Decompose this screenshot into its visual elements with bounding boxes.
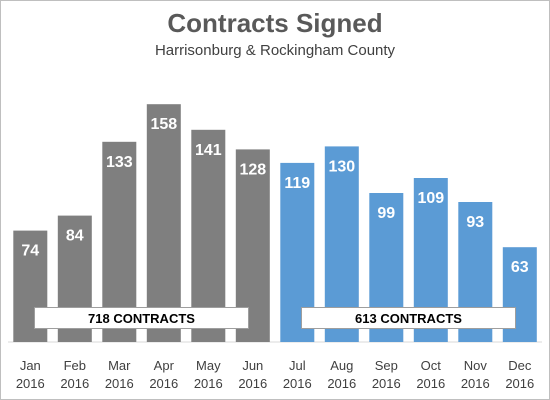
bar-apr: [146, 104, 181, 342]
x-tick-year-feb: 2016: [60, 376, 89, 391]
data-label-jul: 119: [284, 175, 310, 192]
x-tick-month-mar: Mar: [108, 358, 131, 373]
data-label-apr: 158: [150, 116, 177, 133]
x-tick-month-feb: Feb: [64, 358, 86, 373]
data-label-jun: 128: [239, 161, 266, 178]
data-label-aug: 130: [328, 158, 355, 175]
x-tick-year-mar: 2016: [105, 376, 134, 391]
data-label-may: 141: [195, 142, 222, 159]
group-label-second-half: 613 CONTRACTS: [301, 307, 516, 329]
x-tick-month-jul: Jul: [289, 358, 306, 373]
data-label-jan: 74: [21, 243, 39, 260]
x-tick-year-may: 2016: [194, 376, 223, 391]
data-label-mar: 133: [106, 154, 133, 171]
x-tick-month-apr: Apr: [154, 358, 175, 373]
group-label-first-half: 718 CONTRACTS: [34, 307, 249, 329]
x-tick-month-jun: Jun: [242, 358, 263, 373]
x-tick-month-aug: Aug: [330, 358, 353, 373]
x-tick-year-nov: 2016: [461, 376, 490, 391]
x-tick-month-jan: Jan: [20, 358, 41, 373]
x-tick-month-nov: Nov: [464, 358, 488, 373]
x-tick-month-sep: Sep: [375, 358, 398, 373]
chart-title: Contracts Signed: [167, 8, 383, 38]
x-tick-year-oct: 2016: [416, 376, 445, 391]
data-label-feb: 84: [66, 228, 84, 245]
x-tick-year-jul: 2016: [283, 376, 312, 391]
x-tick-year-jun: 2016: [238, 376, 267, 391]
x-tick-year-jan: 2016: [16, 376, 45, 391]
x-tick-year-dec: 2016: [505, 376, 534, 391]
data-label-dec: 63: [511, 259, 529, 276]
x-tick-month-oct: Oct: [421, 358, 442, 373]
x-tick-year-sep: 2016: [372, 376, 401, 391]
x-tick-month-may: May: [196, 358, 221, 373]
x-tick-year-aug: 2016: [327, 376, 356, 391]
data-label-oct: 109: [417, 190, 444, 207]
x-tick-month-dec: Dec: [508, 358, 532, 373]
x-tick-year-apr: 2016: [149, 376, 178, 391]
data-label-nov: 93: [466, 214, 484, 231]
bar-may: [191, 129, 226, 342]
data-label-sep: 99: [377, 205, 395, 222]
chart-subtitle: Harrisonburg & Rockingham County: [154, 42, 396, 59]
